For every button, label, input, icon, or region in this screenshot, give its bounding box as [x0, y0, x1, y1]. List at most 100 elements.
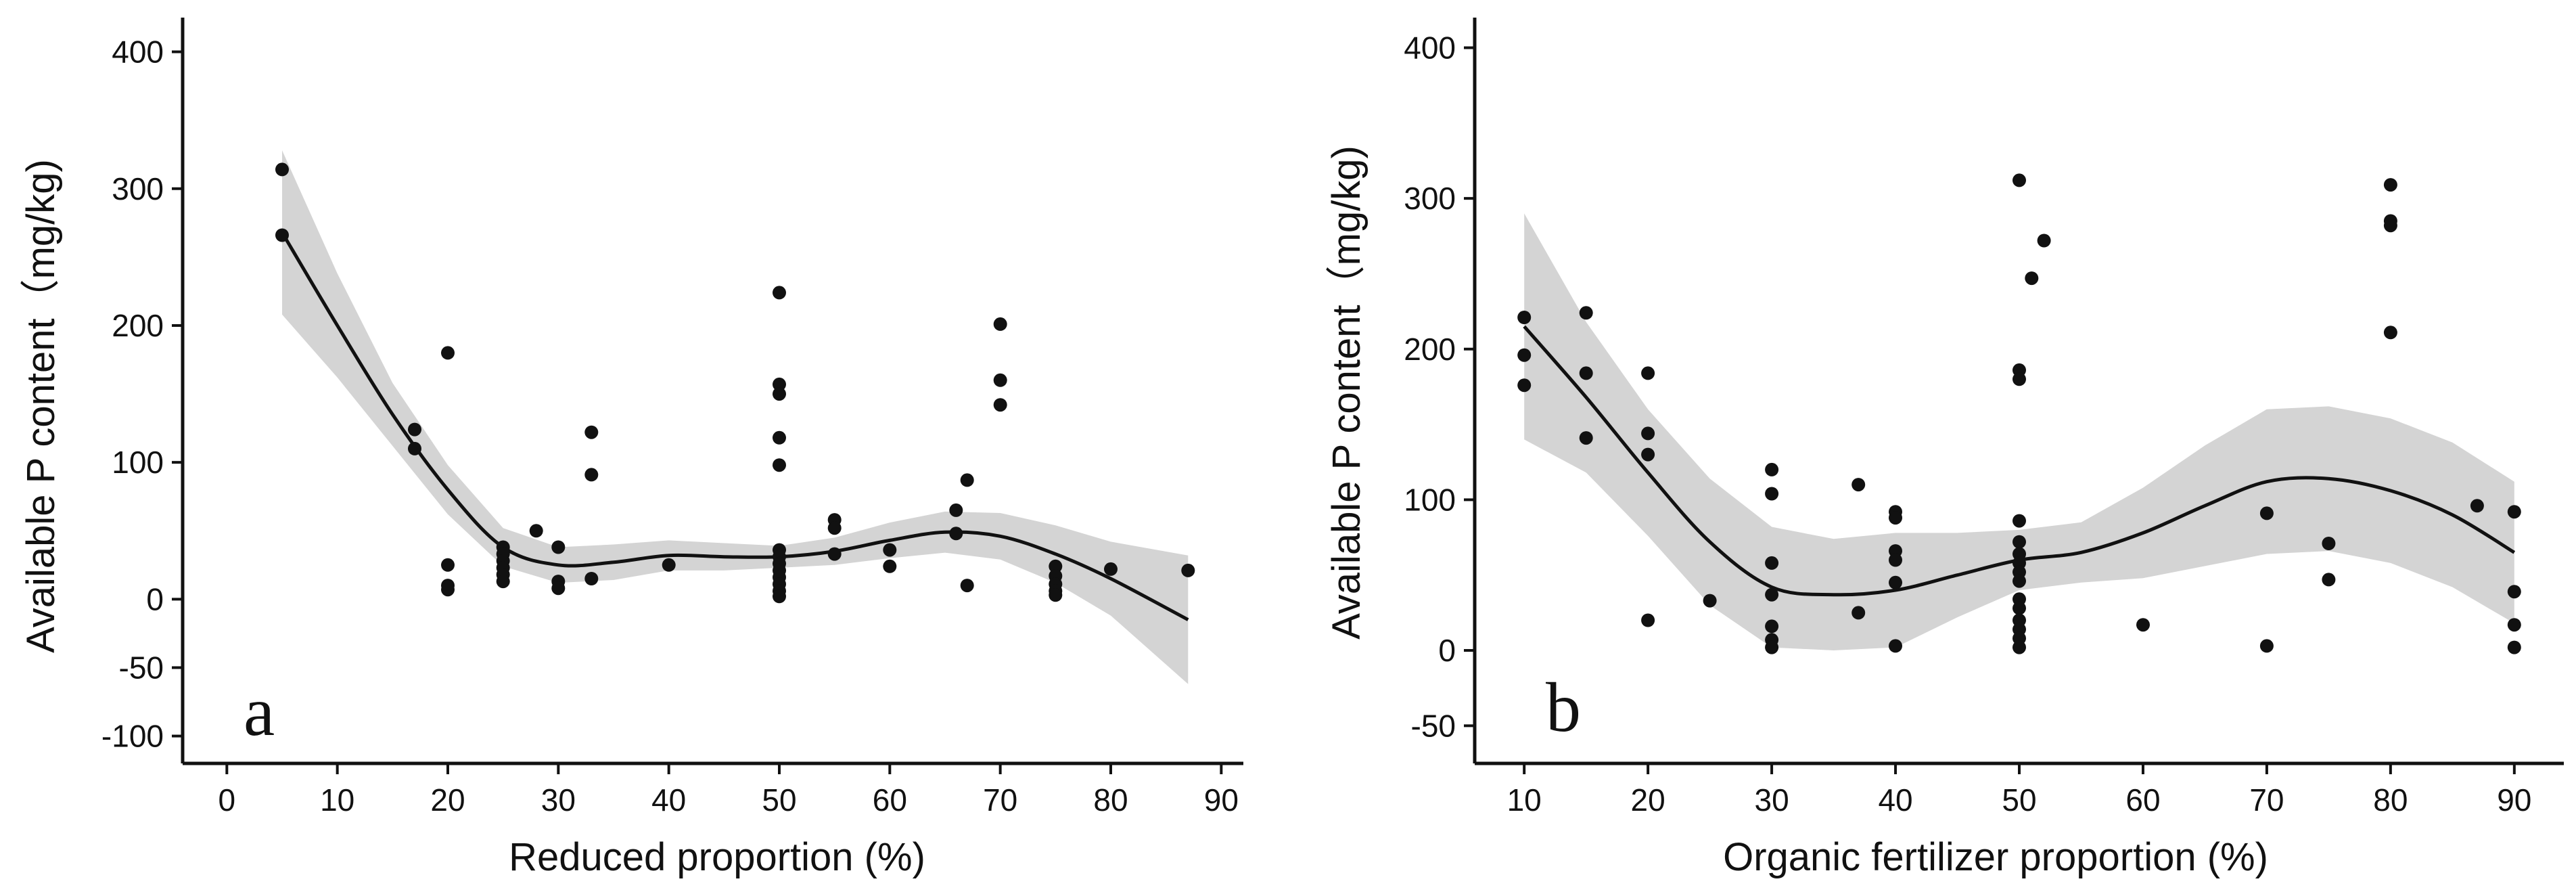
data-point: [441, 558, 455, 572]
data-point: [2322, 573, 2336, 587]
panel-b-letter: b: [1546, 669, 1581, 746]
data-point: [2259, 506, 2274, 520]
data-point: [496, 575, 510, 589]
panel-a-letter: a: [244, 673, 275, 751]
panel-a: 400 300 200 100 0 -50 -100 0 10 20 30 40 50 60 70 80 90…: [19, 18, 1243, 879]
x-tick-label: 10: [1507, 782, 1542, 818]
panel-b-y-axis-title: Available P content（mg/kg): [1325, 146, 1368, 640]
x-tick-label: 40: [651, 782, 686, 818]
data-point: [1765, 487, 1779, 501]
confidence-band: [1524, 213, 2514, 650]
x-tick-label: 20: [1631, 782, 1665, 818]
panel-a-band: [282, 150, 1189, 684]
data-point: [2013, 173, 2026, 187]
x-tick-label: 50: [2002, 782, 2036, 818]
data-point: [584, 468, 599, 482]
data-point: [408, 441, 421, 455]
panel-b: 400 300 200 100 0 -50 10 20 30 40 50 60 70 80 90 Orga…: [1325, 18, 2564, 879]
x-tick-label: 50: [762, 782, 796, 818]
x-tick-label: 70: [2249, 782, 2284, 818]
fit-line: [280, 231, 1189, 621]
panel-b-fit: [1523, 325, 2516, 597]
y-tick-label: 200: [112, 308, 164, 343]
data-point: [1765, 462, 1779, 476]
data-point: [2507, 640, 2521, 654]
data-point: [2013, 514, 2026, 528]
data-point: [773, 377, 786, 391]
panel-a-y-axis-title: Available P content（mg/kg): [19, 159, 63, 653]
data-point: [2013, 535, 2026, 549]
x-tick-label: 70: [983, 782, 1017, 818]
data-point: [773, 286, 786, 300]
data-point: [1049, 588, 1063, 602]
data-point: [773, 387, 786, 401]
panel-b-band: [1524, 213, 2514, 650]
x-tick-label: 30: [1755, 782, 1789, 818]
data-point: [2470, 499, 2484, 513]
data-point: [2013, 574, 2026, 588]
data-point: [773, 430, 786, 445]
data-point: [1641, 447, 1655, 462]
y-tick-label: 400: [1404, 30, 1456, 66]
data-point: [551, 540, 566, 554]
data-point: [1641, 366, 1655, 380]
y-tick-label: 0: [146, 581, 164, 617]
x-tick-label: 20: [430, 782, 465, 818]
data-point: [2136, 618, 2150, 632]
y-tick-label: 0: [1438, 633, 1456, 668]
data-point: [883, 543, 897, 557]
data-point: [1641, 426, 1655, 441]
panel-a-y-ticks: 400 300 200 100 0 -50 -100: [101, 35, 183, 754]
data-point: [2507, 618, 2521, 632]
data-point: [2013, 372, 2026, 386]
data-point: [949, 503, 963, 517]
data-point: [2507, 505, 2521, 519]
data-point: [2013, 601, 2026, 615]
panel-b-x-axis-title: Organic fertilizer proportion (%): [1723, 835, 2268, 879]
data-point: [2025, 271, 2039, 286]
data-point: [2037, 233, 2051, 248]
data-point: [827, 521, 842, 535]
data-point: [1889, 511, 1902, 525]
data-point: [2322, 537, 2336, 550]
data-point: [275, 228, 289, 242]
confidence-band: [282, 150, 1189, 684]
data-point: [408, 422, 421, 437]
y-tick-label: -50: [119, 650, 164, 685]
data-point: [2013, 640, 2026, 654]
data-point: [275, 162, 289, 177]
x-tick-label: 60: [2125, 782, 2160, 818]
data-point: [1852, 478, 1866, 492]
panel-b-x-ticks: 10 20 30 40 50 60 70 80 90: [1507, 763, 2531, 818]
panel-a-x-axis-title: Reduced proportion (%): [509, 835, 925, 879]
data-point: [1104, 562, 1118, 576]
data-point: [960, 473, 974, 487]
data-point: [441, 346, 455, 360]
data-point: [584, 572, 599, 585]
data-point: [1765, 587, 1779, 602]
y-tick-label: -100: [101, 719, 164, 754]
x-tick-label: 40: [1878, 782, 1912, 818]
data-point: [1579, 431, 1593, 445]
y-tick-label: -50: [1411, 708, 1456, 743]
data-point: [2383, 178, 2397, 192]
data-point: [662, 558, 676, 572]
data-point: [2383, 326, 2397, 340]
x-tick-label: 60: [873, 782, 907, 818]
data-point: [993, 317, 1007, 331]
data-point: [993, 398, 1007, 412]
data-point: [949, 527, 963, 541]
data-point: [1889, 639, 1902, 653]
data-point: [551, 581, 566, 596]
data-point: [1765, 619, 1779, 633]
y-tick-label: 300: [112, 171, 164, 206]
y-tick-label: 300: [1404, 181, 1456, 216]
data-point: [1703, 594, 1717, 608]
x-tick-label: 90: [2497, 782, 2531, 818]
data-point: [1579, 306, 1593, 320]
data-point: [993, 373, 1007, 387]
data-point: [2507, 585, 2521, 599]
x-tick-label: 0: [218, 782, 236, 818]
data-point: [960, 579, 974, 593]
